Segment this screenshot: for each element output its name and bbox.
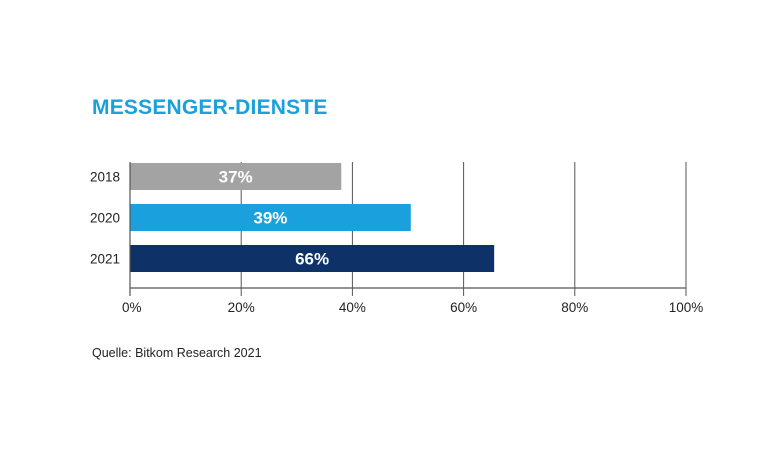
x-tick-label-80: 80% — [561, 300, 588, 315]
chart-title: MESSENGER-DIENSTE — [92, 96, 328, 119]
x-tick-label-100: 100% — [669, 300, 704, 315]
category-label-2021: 2021 — [90, 252, 120, 267]
x-tick-label-20: 20% — [228, 300, 255, 315]
category-label-2018: 2018 — [90, 170, 120, 185]
bar-value-label-2020: 39% — [253, 209, 287, 228]
bar-2018 — [130, 163, 342, 190]
x-tick-label-40: 40% — [339, 300, 366, 315]
bar-2020 — [130, 204, 411, 231]
bar-value-label-2021: 66% — [295, 250, 329, 269]
x-tick-label-0: 0% — [122, 300, 142, 315]
bar-2021 — [130, 245, 495, 272]
category-label-2020: 2020 — [90, 211, 120, 226]
source-note: Quelle: Bitkom Research 2021 — [92, 346, 262, 360]
bar-value-label-2018: 37% — [219, 168, 253, 187]
x-tick-label-60: 60% — [450, 300, 477, 315]
